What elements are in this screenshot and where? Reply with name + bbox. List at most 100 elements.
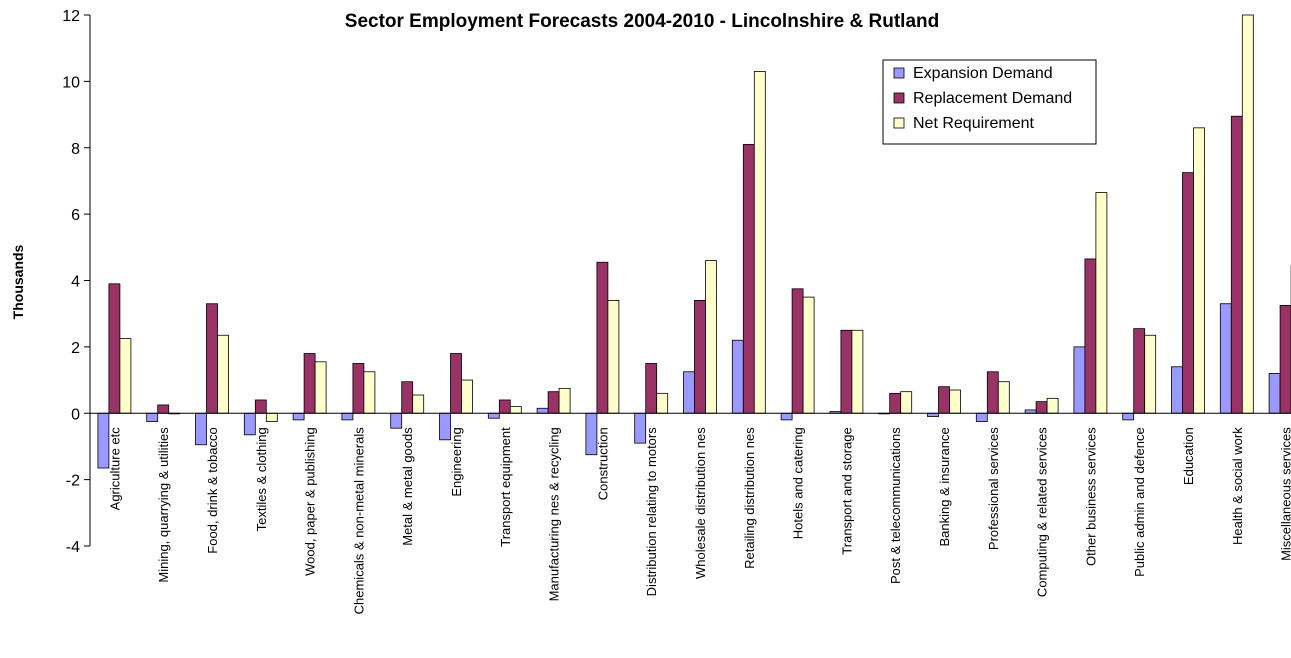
x-tick-label: Metal & metal goods: [400, 427, 415, 546]
x-tick-label: Agriculture etc: [107, 427, 122, 511]
bar: [889, 392, 902, 414]
bar: [1193, 127, 1205, 414]
bar: [157, 404, 170, 414]
bar: [352, 363, 365, 414]
y-tick-label: 4: [71, 274, 80, 291]
x-tick-label: Food, drink & tobacco: [205, 427, 220, 553]
legend-label: Net Requirement: [913, 115, 1035, 132]
bar: [390, 412, 403, 429]
bar: [363, 371, 376, 414]
x-tick-label: Engineering: [449, 427, 464, 496]
bar: [461, 379, 473, 414]
x-tick-label: Wholesale distribution nes: [693, 427, 708, 579]
x-tick-label: Retailing distribution nes: [742, 427, 757, 569]
x-tick-label: Professional services: [986, 427, 1001, 550]
bar: [119, 338, 132, 414]
y-tick-label: -2: [66, 473, 80, 490]
legend-swatch: [893, 92, 905, 104]
bar: [1122, 412, 1135, 421]
legend-box: [882, 59, 1097, 145]
bar: [412, 394, 425, 414]
bar: [997, 381, 1010, 414]
x-tick-label: Transport and storage: [839, 427, 854, 554]
bar: [694, 300, 706, 414]
axes: [89, 15, 1291, 546]
legend-swatch: [893, 67, 905, 79]
x-tick-label: Construction: [595, 427, 610, 500]
bar: [303, 353, 316, 414]
y-tick-label: 6: [71, 207, 80, 224]
bar: [938, 386, 950, 414]
bar: [802, 296, 815, 414]
bar: [1279, 304, 1291, 414]
bar: [1144, 334, 1157, 414]
y-tick-label: 8: [71, 141, 80, 158]
bar: [450, 353, 462, 414]
bar: [1219, 303, 1232, 414]
x-tick-label: Public admin and defence: [1132, 427, 1147, 577]
bar: [596, 261, 609, 414]
bars-group: [97, 14, 1291, 469]
y-tick-label: 10: [62, 74, 80, 91]
bar: [254, 399, 267, 414]
bar: [108, 283, 121, 414]
y-tick-label: 12: [62, 8, 80, 25]
bar: [742, 144, 755, 414]
x-tick-label: Distribution relating to motors: [644, 427, 659, 597]
bar: [1268, 373, 1281, 414]
x-tick-label: Health & social work: [1230, 427, 1245, 545]
bar: [900, 391, 913, 414]
x-tick-label: Chemicals & non-metal minerals: [351, 427, 366, 615]
chart-title: Sector Employment Forecasts 2004-2010 - …: [345, 11, 939, 32]
bar: [401, 381, 414, 414]
bar: [645, 363, 658, 414]
y-tick-label: 0: [71, 406, 80, 423]
bar: [217, 334, 229, 414]
x-tick-label: Transport equipment: [498, 427, 513, 547]
x-tick-label: Banking & insurance: [937, 427, 952, 546]
bar: [536, 407, 549, 414]
y-tick-label: 2: [71, 340, 80, 357]
bar: [314, 361, 327, 414]
x-tick-label: Mining, quarrying & utilities: [156, 427, 171, 583]
bar: [509, 406, 522, 414]
bar: [1084, 258, 1097, 414]
x-tick-label: Manufacturing nes & recycling: [547, 427, 562, 601]
bar: [1046, 397, 1059, 414]
bar: [1095, 192, 1108, 414]
bar: [1035, 401, 1048, 414]
bar: [1133, 328, 1146, 414]
bar: [292, 412, 305, 421]
legend: Expansion Demand Replacement Demand Net Re…: [882, 59, 1097, 145]
bar: [498, 399, 511, 414]
bar: [975, 412, 988, 422]
bar: [1230, 115, 1243, 414]
x-tick-label: Computing & related services: [1035, 427, 1050, 597]
bar: [731, 339, 744, 414]
bar: [986, 371, 999, 414]
legend-label: Expansion Demand: [913, 65, 1053, 82]
bar: [851, 329, 864, 414]
bar: [487, 412, 500, 419]
y-axis-label: Thousands: [10, 244, 26, 319]
x-tick-label: Wood, paper & publishing: [303, 427, 318, 576]
x-tick-label: Other business services: [1083, 427, 1098, 566]
bar: [683, 371, 695, 414]
bar: [265, 412, 278, 422]
bar: [1241, 14, 1254, 414]
bar: [547, 391, 560, 414]
x-axis: Agriculture etc Mining, quarrying & utili…: [107, 427, 1291, 615]
bar: [656, 392, 669, 414]
x-tick-label: Education: [1181, 427, 1196, 485]
y-axis: -4 -2 0 2 4 6 8 10 12: [62, 8, 90, 556]
bar: [753, 71, 766, 414]
bar: [1182, 172, 1194, 414]
bar: [840, 329, 853, 414]
bar: [949, 389, 961, 414]
bar: [780, 412, 793, 421]
bar: [705, 260, 717, 414]
bar: [607, 300, 620, 414]
y-tick-label: -4: [66, 539, 80, 556]
x-tick-label: Hotels and catering: [791, 427, 806, 539]
